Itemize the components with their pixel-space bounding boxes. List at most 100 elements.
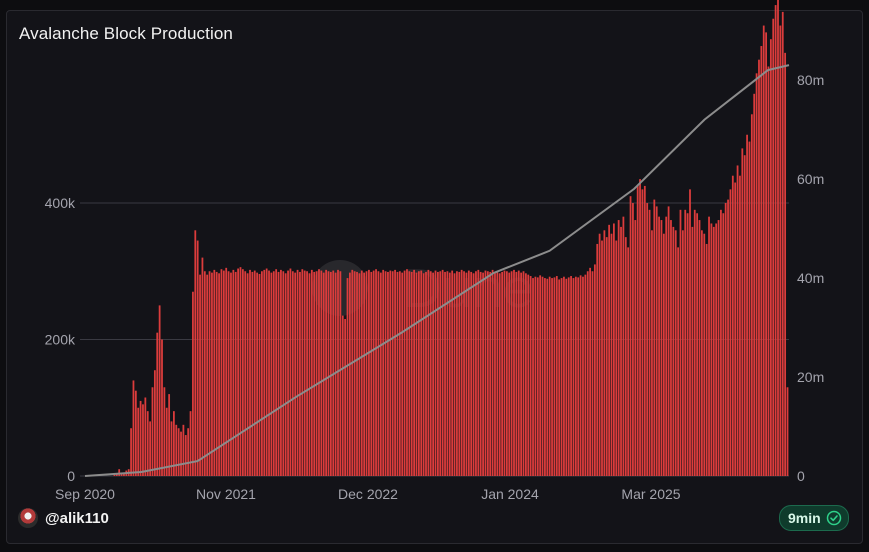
right-tick-label: 60m [797, 171, 824, 187]
bar [477, 269, 480, 476]
bar [239, 267, 242, 476]
bar [375, 269, 377, 476]
bar [441, 269, 444, 476]
bar [451, 270, 454, 476]
bar [310, 269, 313, 476]
left-axis: 0 200k 400k [45, 195, 76, 484]
bar [734, 182, 737, 476]
bar [722, 213, 725, 477]
bar [249, 269, 251, 476]
bar [525, 273, 527, 476]
bar [460, 269, 463, 476]
bar [410, 271, 413, 476]
bar [739, 175, 741, 476]
bar [781, 11, 784, 477]
bar [472, 273, 475, 476]
bar [434, 270, 437, 476]
bar [548, 276, 551, 476]
bar [282, 271, 285, 476]
bar [453, 273, 456, 476]
bar [437, 271, 439, 476]
bar [320, 270, 323, 476]
bar [277, 271, 280, 476]
bar [522, 271, 525, 476]
bar [396, 271, 399, 476]
bar [175, 424, 178, 476]
bar [158, 305, 161, 477]
bar [146, 411, 149, 476]
bar [643, 185, 646, 476]
bar [627, 247, 630, 476]
x-tick-label: Jan 2024 [481, 486, 539, 502]
bar [194, 230, 197, 476]
bar [717, 220, 720, 476]
bar [456, 271, 458, 476]
bar [187, 428, 190, 476]
bar [113, 474, 116, 476]
bar [211, 272, 213, 476]
bar [701, 230, 703, 476]
bar [463, 271, 465, 476]
bar [501, 271, 503, 476]
bar [377, 271, 380, 476]
bar [391, 271, 394, 476]
bar [508, 272, 511, 476]
bar [748, 141, 751, 476]
bar [646, 203, 649, 476]
bar [246, 273, 249, 476]
username: @alik110 [45, 509, 109, 527]
bar [731, 175, 734, 476]
bar [558, 279, 561, 476]
bar [222, 270, 225, 476]
bar [767, 66, 770, 476]
bar [170, 421, 173, 476]
bar [353, 271, 356, 476]
bar [608, 224, 611, 476]
bar [746, 134, 748, 476]
bar [182, 424, 185, 476]
bar [272, 271, 275, 476]
bar [432, 272, 435, 476]
bar [280, 269, 282, 476]
bar [655, 206, 658, 476]
bar [696, 213, 699, 477]
bar [415, 272, 418, 476]
right-tick-label: 80m [797, 72, 824, 88]
bar [256, 272, 259, 476]
bar [184, 435, 187, 476]
bar [382, 269, 385, 476]
bar [284, 273, 287, 476]
bar [439, 271, 442, 476]
bar [689, 189, 691, 476]
bar [753, 93, 756, 477]
bar [617, 220, 620, 476]
bar [153, 370, 156, 476]
bar [422, 273, 425, 476]
bar [199, 274, 201, 476]
bar [777, 0, 779, 476]
bar [151, 387, 154, 476]
bar [208, 271, 211, 476]
bar [667, 206, 670, 476]
bar [337, 269, 339, 476]
bar [475, 271, 477, 476]
bar [365, 271, 368, 476]
bar [563, 276, 565, 476]
bar [760, 46, 763, 476]
bar [648, 209, 651, 476]
bar [251, 271, 254, 476]
bar [237, 268, 239, 476]
bar [244, 271, 247, 476]
bar [603, 230, 606, 476]
bar [213, 269, 216, 476]
bar [555, 276, 558, 476]
bar [724, 203, 727, 476]
bar [584, 274, 587, 476]
bar [341, 315, 344, 476]
author[interactable]: @alik110 [18, 508, 109, 528]
bar [192, 291, 194, 476]
bar [596, 243, 599, 476]
bar [123, 473, 125, 476]
freshness-badge[interactable]: 9min [779, 505, 849, 531]
